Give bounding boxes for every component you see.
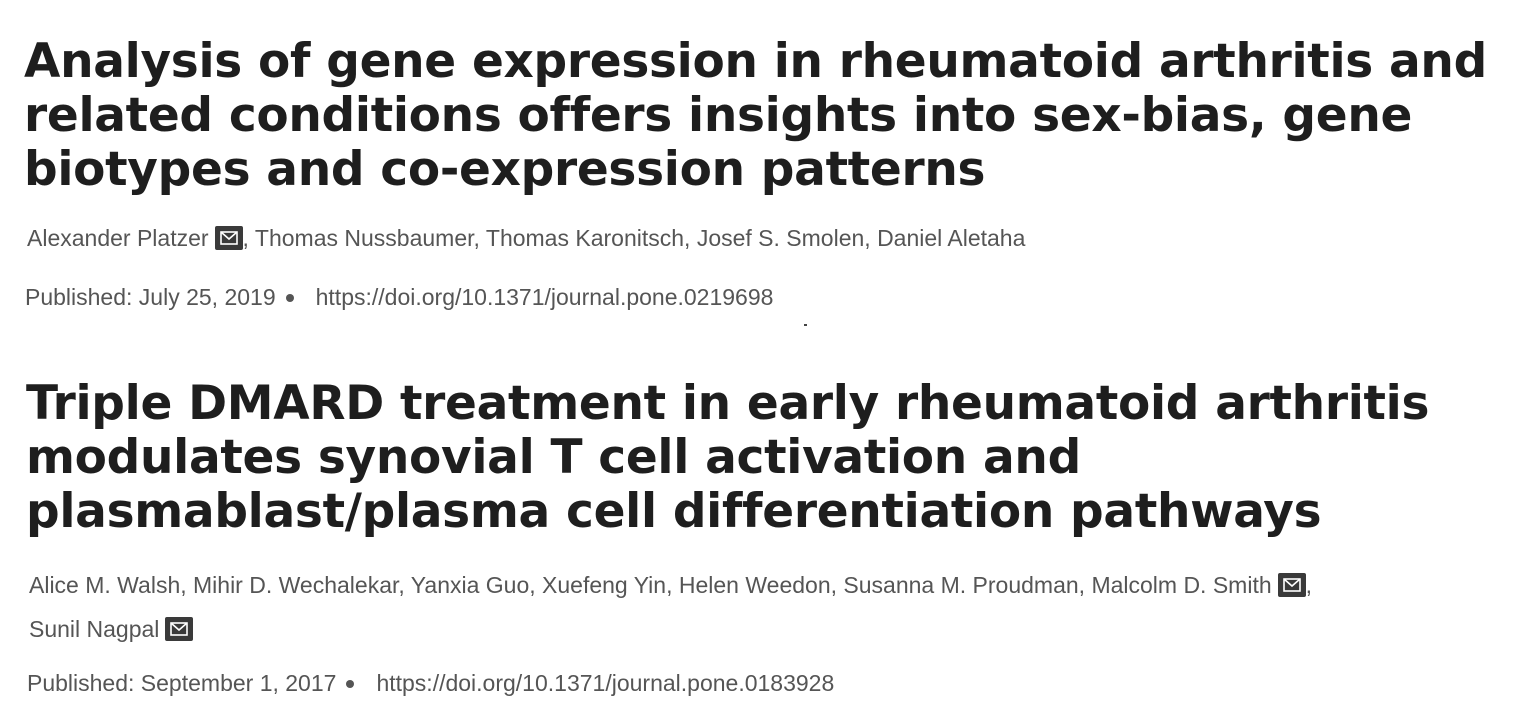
author: Mihir D. Wechalekar,: [193, 572, 405, 598]
title-line: plasmablast/plasma cell differentiation …: [26, 484, 1322, 539]
publication-meta: Published: September 1, 2017 https://doi.…: [27, 668, 834, 698]
author-separator: ,: [830, 572, 838, 598]
author-line: Alice M. Walsh, Mihir D. Wechalekar, Yan…: [29, 563, 1312, 607]
doi-link[interactable]: https://doi.org/10.1371/journal.pone.021…: [315, 284, 774, 310]
author-name[interactable]: Sunil Nagpal: [29, 616, 160, 642]
author: Thomas Karonitsch,: [486, 225, 691, 251]
publication-meta: Published: July 25, 2019 https://doi.org/…: [25, 282, 773, 312]
author-list: Alice M. Walsh, Mihir D. Wechalekar, Yan…: [29, 563, 1312, 651]
author-name[interactable]: Thomas Karonitsch: [485, 225, 685, 251]
author-separator: ,: [180, 572, 187, 598]
author-name[interactable]: Mihir D. Wechalekar: [193, 572, 399, 598]
author: Josef S. Smolen,: [697, 225, 871, 251]
article-title[interactable]: Analysis of gene expression in rheumatoi…: [24, 35, 1487, 197]
author-separator: ,: [473, 225, 480, 251]
author-name[interactable]: Thomas Nussbaumer: [254, 225, 474, 251]
author-line: Alexander Platzer, Thomas Nussbaumer, Th…: [27, 223, 1025, 253]
author-separator: ,: [242, 225, 249, 251]
bullet-separator: [285, 294, 294, 302]
author-line: Sunil Nagpal: [29, 607, 1312, 651]
stray-mark: [804, 324, 807, 326]
author-separator: ,: [1305, 572, 1313, 598]
author-separator: ,: [1078, 572, 1086, 598]
title-line: related conditions offers insights into …: [24, 88, 1413, 143]
author: Daniel Aletaha: [877, 225, 1025, 251]
mail-icon[interactable]: [165, 617, 194, 641]
title-line: modulates synovial T cell activation and: [26, 430, 1081, 485]
author: Sunil Nagpal: [29, 616, 194, 642]
doi-link[interactable]: https://doi.org/10.1371/journal.pone.018…: [376, 670, 835, 696]
bullet-separator: [346, 680, 355, 688]
author-list: Alexander Platzer, Thomas Nussbaumer, Th…: [27, 223, 1025, 253]
author-separator: ,: [398, 572, 405, 598]
author: Susanna M. Proudman,: [843, 572, 1085, 598]
author-name[interactable]: Susanna M. Proudman: [843, 572, 1079, 598]
author: Yanxia Guo,: [411, 572, 536, 598]
author-name[interactable]: Yanxia Guo: [410, 572, 530, 598]
author-name[interactable]: Daniel Aletaha: [877, 225, 1026, 251]
author-separator: ,: [864, 225, 871, 251]
author: Malcolm D. Smith,: [1091, 572, 1312, 598]
author-name[interactable]: Alexander Platzer: [27, 225, 209, 251]
author-name[interactable]: Malcolm D. Smith: [1091, 572, 1272, 598]
published-date: Published: September 1, 2017: [27, 670, 337, 696]
author-name[interactable]: Xuefeng Yin: [542, 572, 667, 598]
author-name[interactable]: Alice M. Walsh: [29, 572, 181, 598]
author: Xuefeng Yin,: [542, 572, 672, 598]
article-title[interactable]: Triple DMARD treatment in early rheumato…: [26, 377, 1429, 539]
title-line: Triple DMARD treatment in early rheumato…: [26, 376, 1430, 431]
author-name[interactable]: Josef S. Smolen: [696, 225, 865, 251]
title-line: Analysis of gene expression in rheumatoi…: [24, 34, 1487, 89]
author-separator: ,: [529, 572, 536, 598]
author-separator: ,: [666, 572, 673, 598]
author: Alice M. Walsh,: [29, 572, 187, 598]
mail-icon[interactable]: [214, 226, 243, 250]
author: Helen Weedon,: [679, 572, 837, 598]
author-separator: ,: [684, 225, 691, 251]
published-date: Published: July 25, 2019: [25, 284, 276, 310]
author-name[interactable]: Helen Weedon: [678, 572, 831, 598]
title-line: biotypes and co-expression patterns: [24, 142, 986, 197]
mail-icon[interactable]: [1277, 573, 1306, 597]
author: Thomas Nussbaumer,: [255, 225, 480, 251]
author: Alexander Platzer,: [27, 225, 249, 251]
